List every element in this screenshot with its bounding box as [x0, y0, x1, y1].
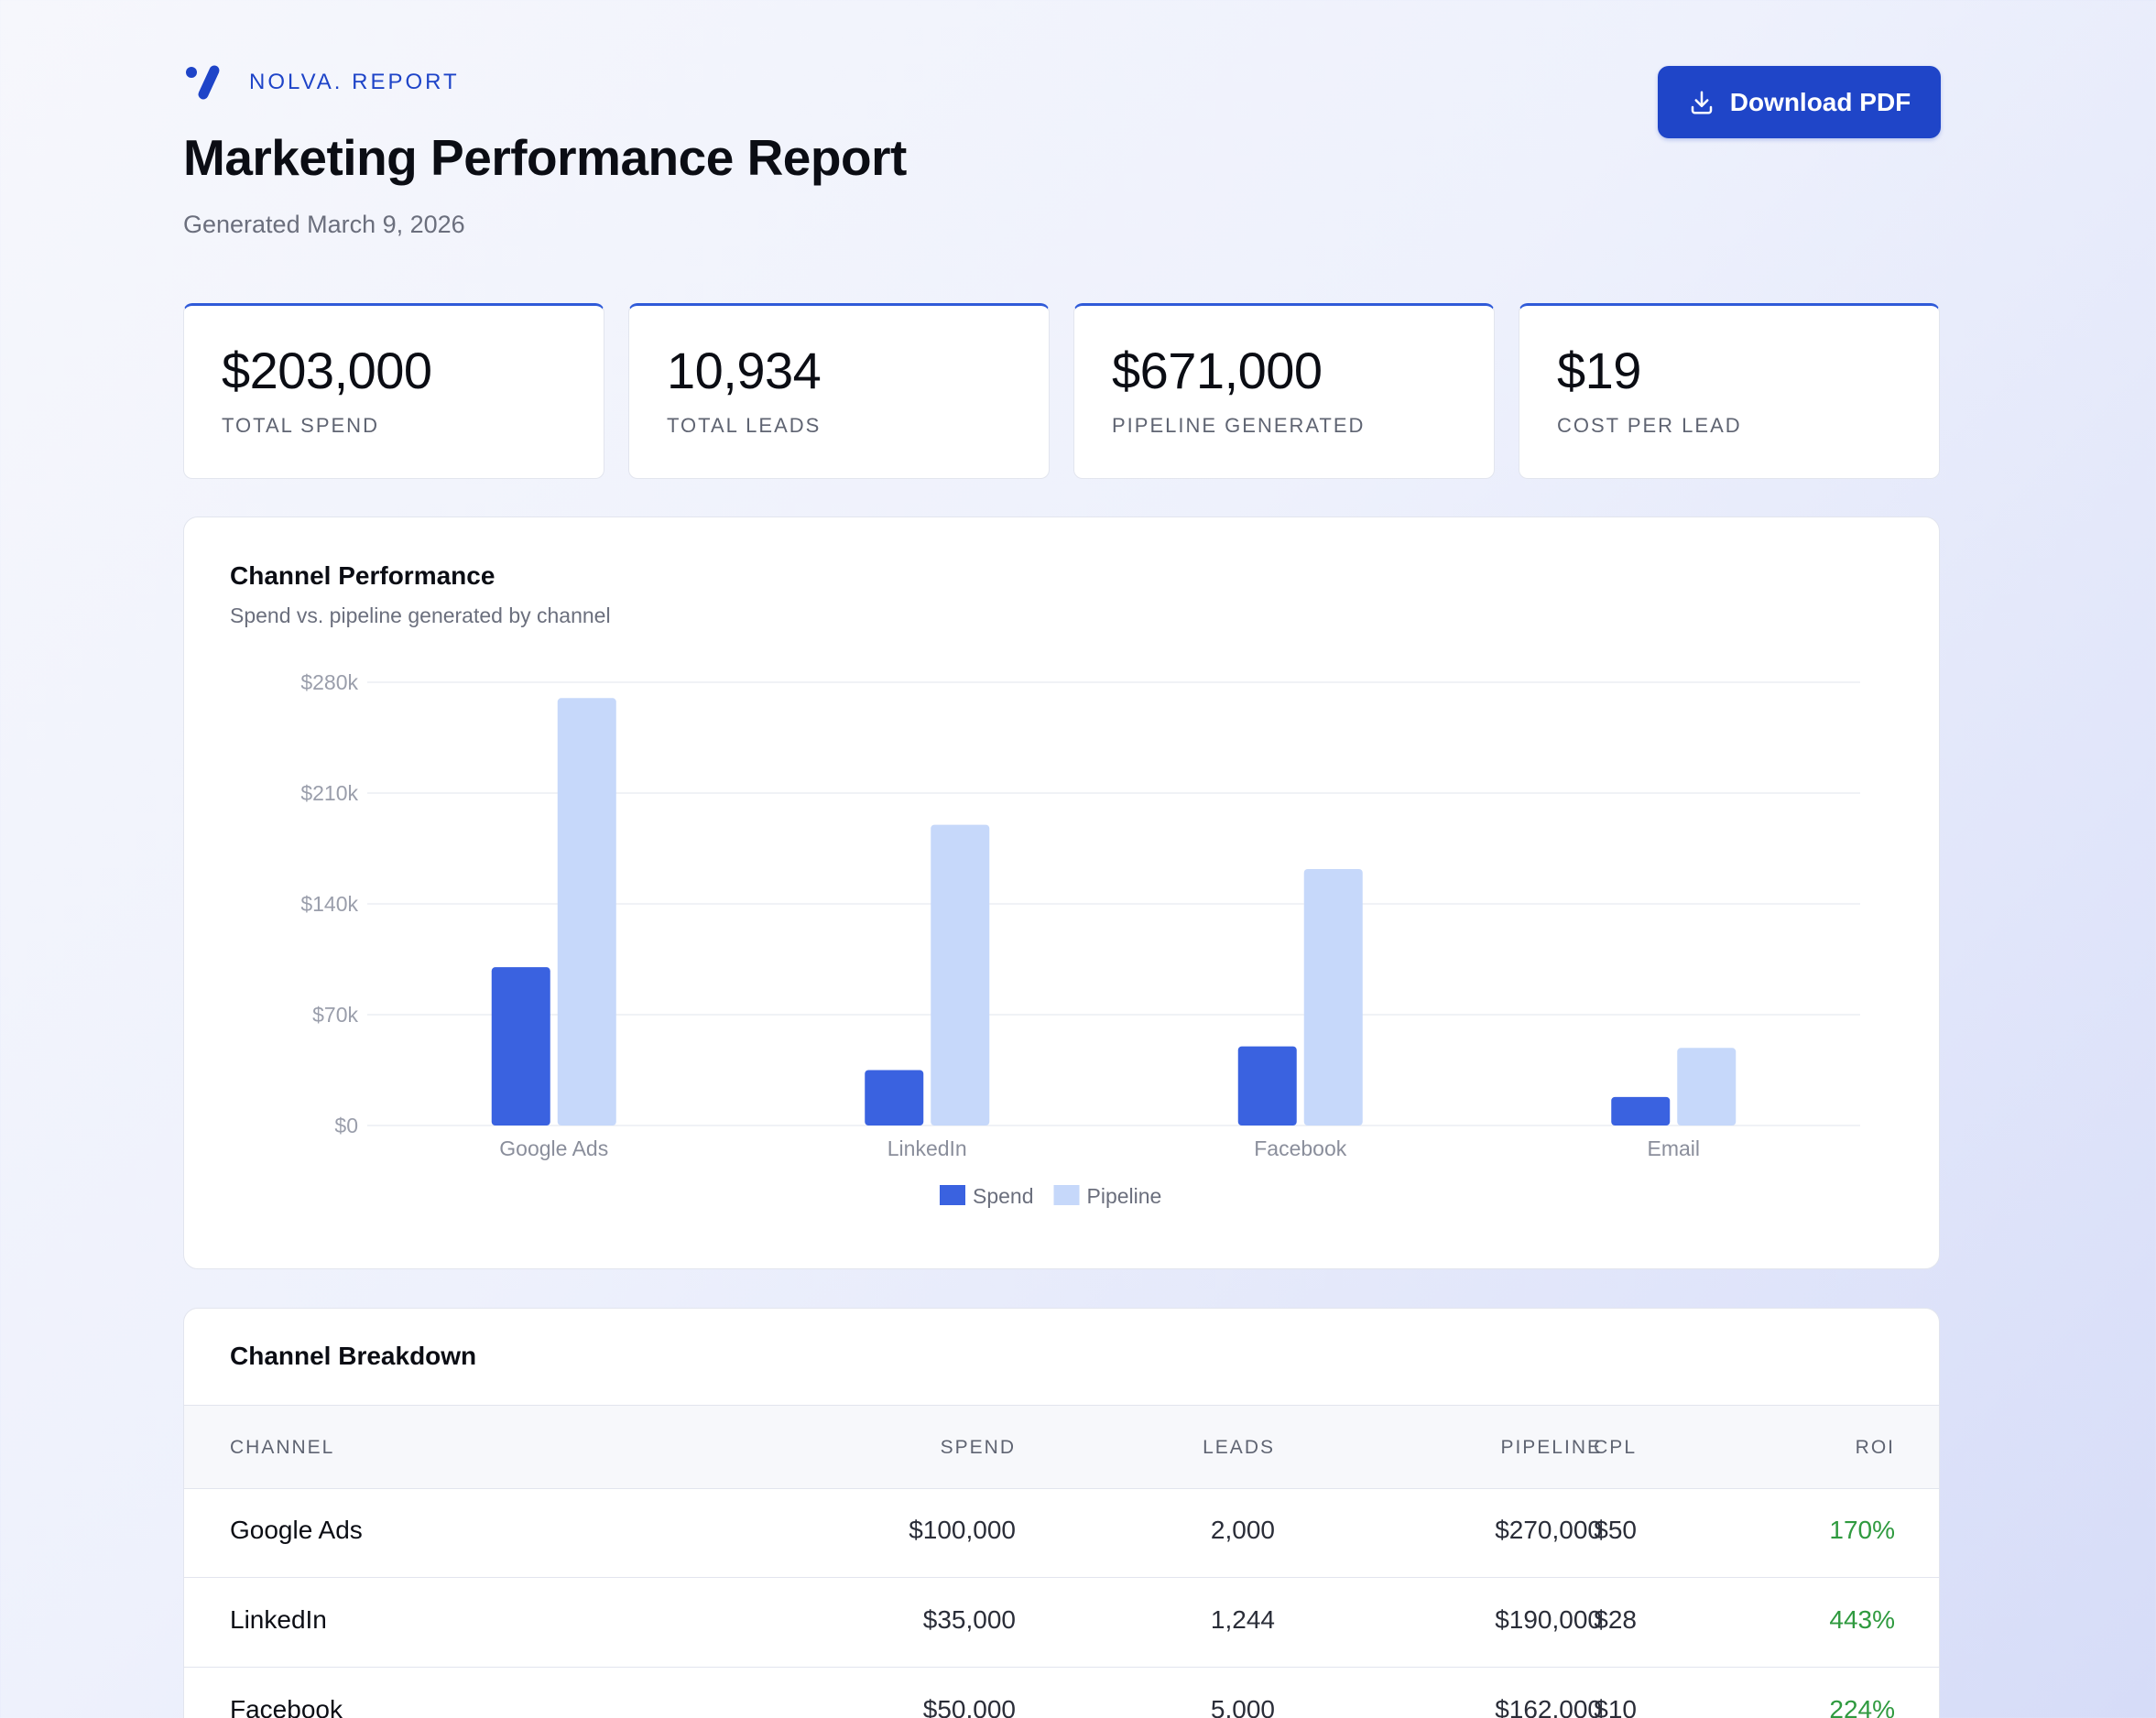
x-tick-label: Google Ads: [499, 1136, 608, 1160]
kpi-value: $19: [1557, 342, 1641, 399]
table-header-row: CHANNEL SPEND LEADS PIPELINE CPL ROI: [184, 1405, 1939, 1489]
kpi-label: TOTAL LEADS: [667, 414, 822, 437]
x-tick-label: Facebook: [1254, 1136, 1347, 1160]
cell-cpl: $28: [1594, 1605, 1637, 1634]
kpi-card-total-spend: $203,000 TOTAL SPEND: [183, 303, 604, 479]
bar-spend-linkedin: [865, 1070, 924, 1125]
kpi-row: $203,000 TOTAL SPEND 10,934 TOTAL LEADS …: [183, 303, 1940, 479]
cell-leads: 1,244: [1210, 1605, 1275, 1634]
legend-swatch-spend: [940, 1185, 965, 1205]
download-pdf-label: Download PDF: [1729, 87, 1911, 116]
kpi-card-pipeline-generated: $671,000 PIPELINE GENERATED: [1073, 303, 1495, 479]
table-row: Facebook $50,000 5,000 $162,000 $10 224%: [184, 1668, 1939, 1718]
bar-spend-google-ads: [491, 967, 550, 1125]
y-tick-label: $210k: [300, 781, 358, 805]
kpi-value: $671,000: [1112, 342, 1323, 399]
cell-channel: LinkedIn: [230, 1605, 327, 1634]
y-tick-label: $280k: [300, 670, 358, 694]
brand: NOLVA. REPORT: [183, 62, 460, 103]
cell-spend: $50,000: [922, 1695, 1016, 1718]
column-header-leads: LEADS: [1203, 1437, 1275, 1458]
chart-subtitle: Spend vs. pipeline generated by channel: [230, 603, 611, 627]
table-title: Channel Breakdown: [230, 1342, 477, 1370]
cell-roi: 224%: [1829, 1695, 1895, 1718]
cell-cpl: $10: [1594, 1695, 1637, 1718]
channel-performance-chart: $0 $70k $140k $210k $280k Google Ads LinkedIn F…: [300, 670, 1860, 1208]
download-icon: [1691, 91, 1712, 114]
cell-spend: $35,000: [922, 1605, 1016, 1634]
cell-roi: 170%: [1829, 1516, 1895, 1544]
cell-spend: $100,000: [909, 1516, 1016, 1544]
legend-swatch-pipeline: [1053, 1185, 1080, 1205]
kpi-label: COST PER LEAD: [1557, 414, 1742, 437]
column-header-pipeline: PIPELINE: [1500, 1437, 1602, 1458]
kpi-value: $203,000: [222, 342, 432, 399]
x-tick-label: Email: [1647, 1136, 1700, 1160]
chart-title: Channel Performance: [230, 561, 495, 590]
cell-leads: 2,000: [1210, 1516, 1275, 1544]
cell-channel: Google Ads: [230, 1516, 363, 1544]
cell-channel: Facebook: [230, 1695, 343, 1718]
kpi-card-cost-per-lead: $19 COST PER LEAD: [1519, 303, 1940, 479]
kpi-card-total-leads: 10,934 TOTAL LEADS: [628, 303, 1050, 479]
bar-pipeline-google-ads: [557, 698, 616, 1125]
x-tick-label: LinkedIn: [887, 1136, 967, 1160]
column-header-channel: CHANNEL: [230, 1437, 335, 1458]
kpi-value: 10,934: [667, 342, 822, 399]
kpi-label: PIPELINE GENERATED: [1112, 414, 1366, 437]
table-row: LinkedIn $35,000 1,244 $190,000 $28 443%: [184, 1578, 1939, 1668]
bar-pipeline-email: [1677, 1048, 1737, 1125]
y-tick-label: $70k: [312, 1003, 358, 1027]
channel-performance-card: Channel Performance Spend vs. pipeline g…: [183, 516, 1940, 1269]
column-header-roi: ROI: [1855, 1437, 1895, 1458]
generated-date: Generated March 9, 2026: [183, 211, 465, 238]
y-tick-label: $0: [334, 1114, 358, 1137]
column-header-cpl: CPL: [1594, 1437, 1637, 1458]
y-tick-label: $140k: [300, 892, 358, 916]
brand-logo: [183, 62, 223, 103]
bar-spend-email: [1611, 1096, 1671, 1125]
page-title: Marketing Performance Report: [183, 129, 907, 186]
download-pdf-button[interactable]: Download PDF: [1658, 66, 1941, 138]
bar-pipeline-linkedin: [931, 824, 990, 1125]
bar-pipeline-facebook: [1303, 868, 1363, 1125]
column-header-spend: SPEND: [940, 1437, 1016, 1458]
cell-leads: 5,000: [1210, 1695, 1275, 1718]
cell-cpl: $50: [1594, 1516, 1637, 1544]
bar-spend-facebook: [1237, 1046, 1297, 1125]
legend-label-spend: Spend: [973, 1184, 1034, 1208]
brand-name: NOLVA. REPORT: [249, 70, 460, 94]
cell-pipeline: $270,000: [1495, 1516, 1602, 1544]
kpi-label: TOTAL SPEND: [222, 414, 379, 437]
cell-pipeline: $162,000: [1495, 1695, 1602, 1718]
cell-roi: 443%: [1829, 1605, 1895, 1634]
table-row: Google Ads $100,000 2,000 $270,000 $50 1…: [184, 1488, 1939, 1578]
channel-breakdown-card: Channel Breakdown CHANNEL SPEND LEADS PI…: [183, 1308, 1940, 1718]
cell-pipeline: $190,000: [1495, 1605, 1602, 1634]
legend-label-pipeline: Pipeline: [1087, 1184, 1162, 1208]
